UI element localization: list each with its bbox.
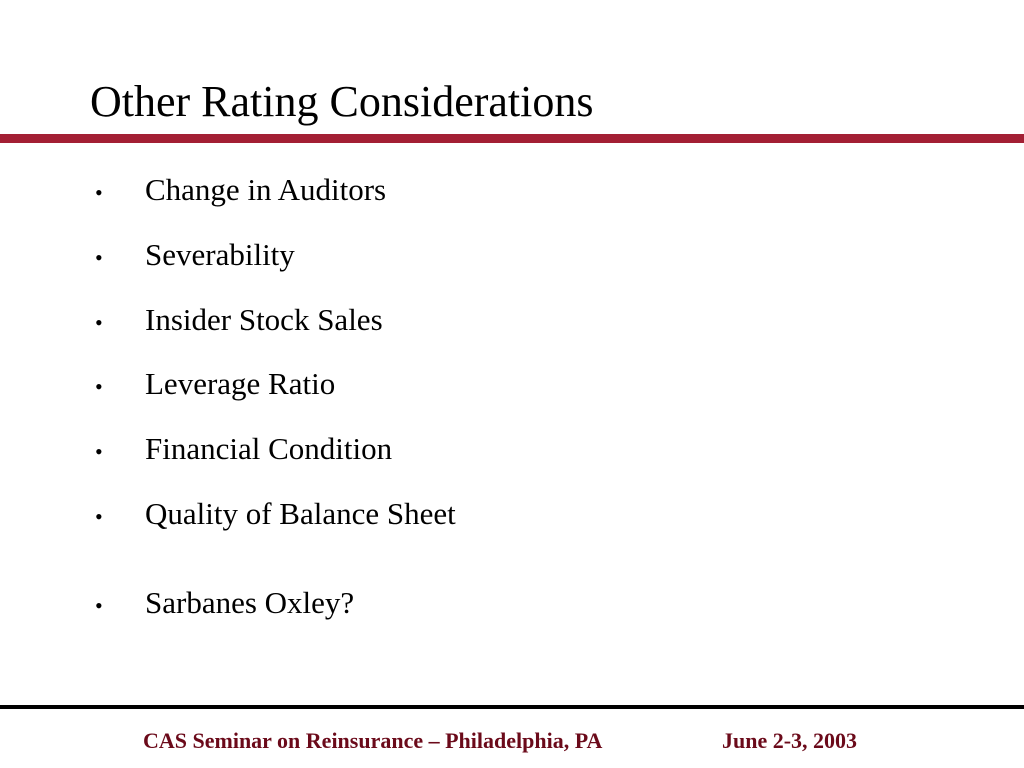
bullet-dot: • <box>95 244 103 270</box>
bullet-text: Insider Stock Sales <box>145 302 383 337</box>
bullet-dot: • <box>95 309 103 335</box>
bullet-dot: • <box>95 592 103 618</box>
footer-rule <box>0 705 1024 709</box>
bullet-text: Leverage Ratio <box>145 366 336 401</box>
bullet-item: • Change in Auditors <box>95 172 386 208</box>
bullet-item: • Financial Condition <box>95 431 392 467</box>
footer-event: CAS Seminar on Reinsurance – Philadelphi… <box>143 728 603 753</box>
bullet-item: • Quality of Balance Sheet <box>95 496 456 532</box>
bullet-item: • Sarbanes Oxley? <box>95 585 354 621</box>
bullet-dot: • <box>95 438 103 464</box>
bullet-item: • Insider Stock Sales <box>95 302 383 338</box>
bullet-item: • Severability <box>95 237 295 273</box>
title-rule <box>0 134 1024 143</box>
bullet-dot: • <box>95 179 103 205</box>
footer-date: June 2-3, 2003 <box>722 728 858 753</box>
bullet-item: • Leverage Ratio <box>95 366 335 402</box>
bullet-text: Sarbanes Oxley? <box>145 585 355 620</box>
slide-title: Other Rating Considerations <box>90 77 594 126</box>
bullet-text: Severability <box>145 237 295 272</box>
bullet-text: Financial Condition <box>145 431 393 466</box>
bullet-text: Change in Auditors <box>145 172 387 207</box>
bullet-dot: • <box>95 373 103 399</box>
bullet-text: Quality of Balance Sheet <box>145 496 456 531</box>
bullet-dot: • <box>95 503 103 529</box>
